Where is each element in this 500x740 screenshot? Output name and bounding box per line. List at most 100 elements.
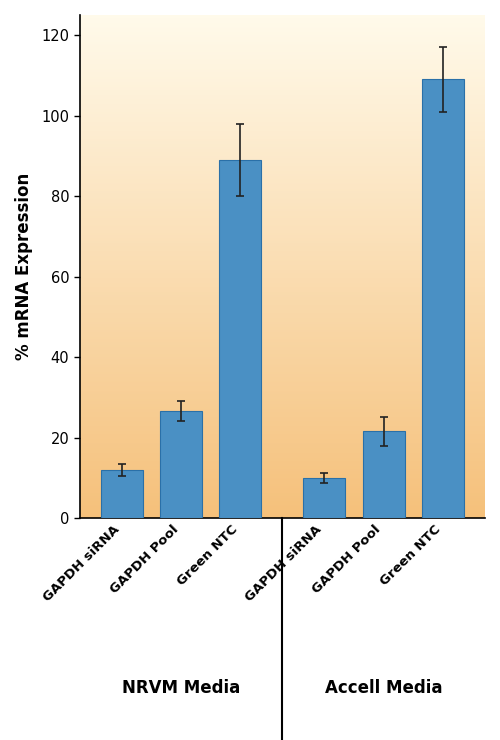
Bar [80,500,485,501]
Bar [80,298,485,300]
Bar [80,453,485,454]
Bar [80,489,485,491]
Bar [80,176,485,178]
Bar [80,28,485,30]
Bar [80,35,485,37]
Bar [80,312,485,314]
Bar [80,329,485,330]
Bar [80,72,485,74]
Bar [80,147,485,149]
Bar [80,215,485,216]
Bar [80,85,485,87]
Bar [80,196,485,198]
Bar [80,191,485,192]
Bar [80,18,485,20]
Bar [80,45,485,47]
Bar [80,289,485,290]
Bar [80,37,485,38]
Bar [80,146,485,147]
Bar [80,292,485,293]
Bar [80,384,485,386]
Bar [80,253,485,255]
Bar [80,249,485,252]
Bar [80,513,485,514]
Bar [80,33,485,35]
Bar [80,74,485,75]
Bar [422,79,464,518]
Bar [80,342,485,343]
Bar [80,497,485,498]
Bar [80,377,485,379]
Bar [80,104,485,106]
Bar [80,156,485,158]
Bar [80,322,485,323]
Bar [80,135,485,138]
Bar [80,75,485,77]
Bar [80,317,485,318]
Bar [80,481,485,482]
Bar [80,416,485,417]
Bar [80,372,485,374]
Bar [80,380,485,382]
Bar [80,473,485,474]
Bar [80,144,485,146]
Bar [220,160,262,518]
Bar [80,94,485,95]
Bar [80,78,485,81]
Bar [80,419,485,421]
Bar [80,260,485,261]
Bar [80,382,485,384]
Bar [80,221,485,223]
Bar [80,142,485,144]
Bar [80,505,485,506]
Bar [80,354,485,355]
Bar [80,501,485,503]
Bar [80,245,485,246]
Bar [80,421,485,423]
Bar [80,275,485,277]
Bar [80,404,485,406]
Bar [80,375,485,377]
Bar [80,211,485,213]
Bar [80,428,485,429]
Bar [80,228,485,229]
Bar [80,25,485,27]
Bar [80,417,485,419]
Bar [80,109,485,110]
Bar [80,201,485,203]
Bar [80,243,485,245]
Bar [80,362,485,364]
Bar [80,53,485,55]
Bar [80,464,485,466]
Bar [80,64,485,65]
Bar [80,101,485,102]
Bar [80,21,485,24]
Bar [80,15,485,17]
Bar [80,60,485,62]
Bar [80,300,485,302]
Bar [80,314,485,315]
Bar [80,246,485,248]
Bar [80,307,485,309]
Bar [80,58,485,60]
Bar [80,218,485,220]
Bar [80,24,485,25]
Bar [80,49,485,50]
Bar [80,364,485,366]
Bar [80,454,485,456]
Bar [80,195,485,196]
Bar [80,186,485,188]
Bar [80,57,485,58]
Bar [80,44,485,45]
Bar [80,40,485,42]
Bar [80,114,485,115]
Bar [80,320,485,322]
Bar [80,226,485,228]
Bar [80,339,485,340]
Bar [80,52,485,53]
Bar [80,440,485,441]
Bar [80,265,485,266]
Bar [80,334,485,335]
Bar [80,488,485,489]
Bar [80,121,485,122]
